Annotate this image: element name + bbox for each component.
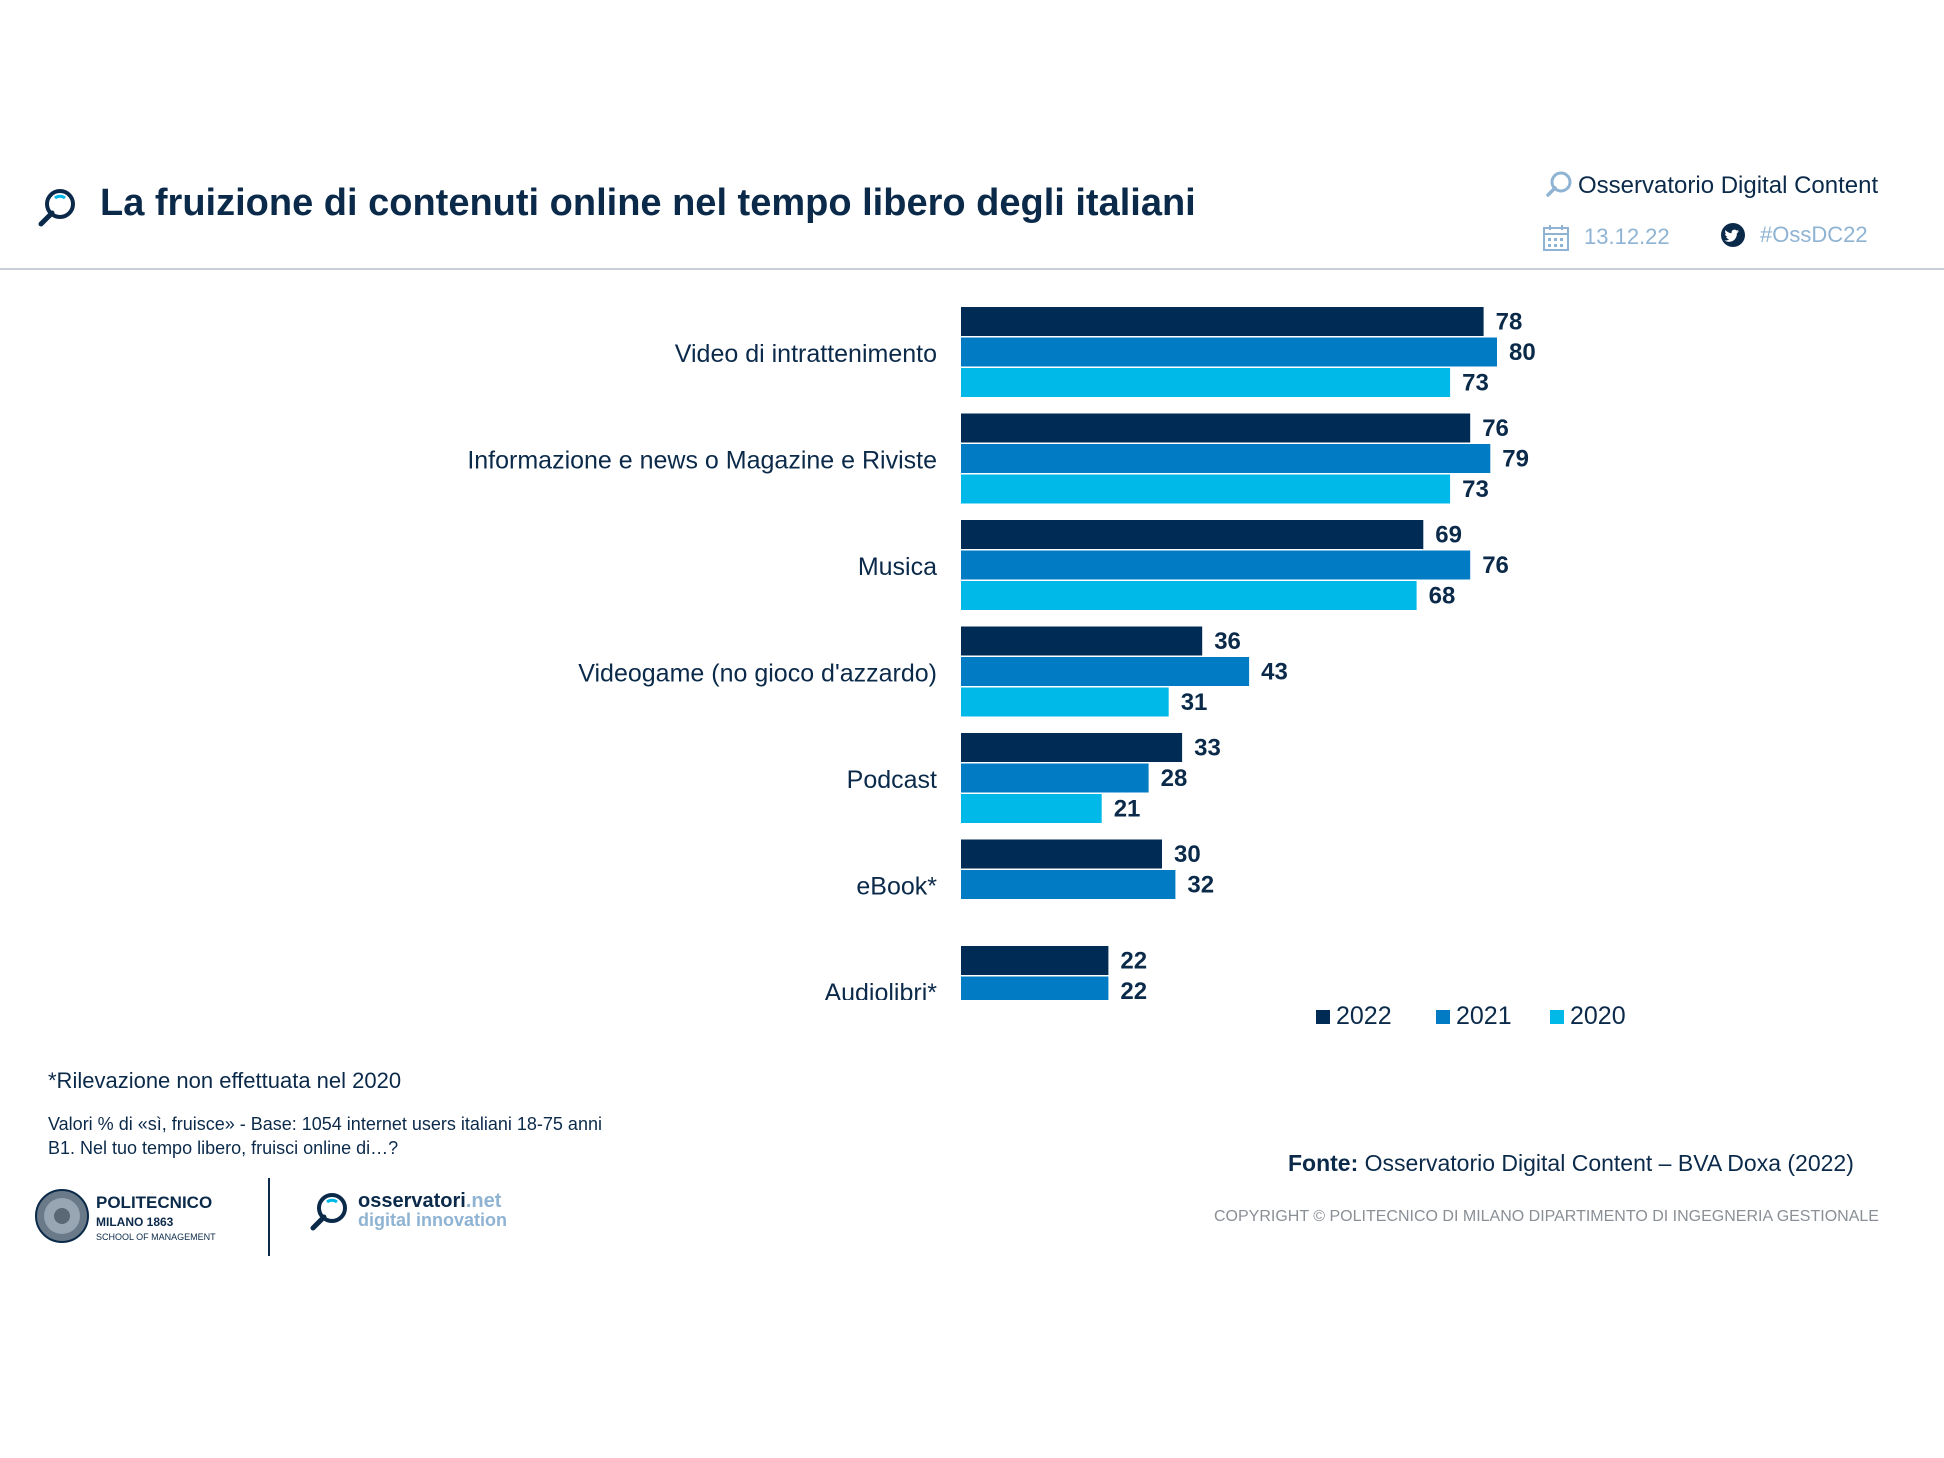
data-label: 33 xyxy=(1194,735,1221,762)
politecnico-name: POLITECNICO xyxy=(96,1193,213,1212)
data-label: 21 xyxy=(1114,796,1141,823)
question-note: B1. Nel tuo tempo libero, fruisci online… xyxy=(48,1138,399,1158)
base-note: Valori % di «sì, fruisce» - Base: 1054 i… xyxy=(48,1114,602,1134)
bar-2021 xyxy=(961,763,1149,793)
bar-2021 xyxy=(961,550,1471,580)
calendar-icon xyxy=(1543,225,1569,251)
header-divider xyxy=(0,268,1944,270)
bar-2021 xyxy=(961,870,1176,899)
data-label: 30 xyxy=(1174,841,1201,868)
hashtag: #OssDC22 xyxy=(1760,222,1868,247)
source-text: Fonte: Osservatorio Digital Content – BV… xyxy=(1288,1150,1854,1177)
data-label: 78 xyxy=(1496,309,1523,336)
bar-2022 xyxy=(961,413,1471,443)
politecnico-seal-icon xyxy=(35,1189,89,1243)
logo-divider xyxy=(268,1178,270,1256)
source-value: Osservatorio Digital Content – BVA Doxa … xyxy=(1364,1150,1854,1176)
category-label: Informazione e news o Magazine e Riviste xyxy=(467,446,937,474)
data-label: 36 xyxy=(1214,628,1241,655)
legend-item-2022: 2022 xyxy=(1316,1002,1392,1031)
date-text: 13.12.22 xyxy=(1584,224,1670,249)
bar-2021 xyxy=(961,657,1250,686)
data-label: 22 xyxy=(1120,948,1147,975)
org-name: Osservatorio Digital Content xyxy=(1578,172,1879,199)
magnifier-icon xyxy=(310,1193,347,1231)
bar-2022 xyxy=(961,307,1484,336)
missing-data-note: *Rilevazione non effettuata nel 2020 xyxy=(48,1068,402,1093)
bar-2021 xyxy=(961,444,1491,473)
bar-2022 xyxy=(961,946,1109,975)
bar-2021 xyxy=(961,976,1109,1000)
bar-2021 xyxy=(961,337,1497,367)
osservatori-domain: .net xyxy=(465,1190,502,1212)
bar-chart: Video di intrattenimento 78 80 73 Informazio… xyxy=(467,307,1536,1000)
data-label: 69 xyxy=(1435,522,1462,549)
bar-2022 xyxy=(961,839,1162,869)
data-label: 22 xyxy=(1120,978,1147,1000)
magnifier-icon xyxy=(1546,171,1572,197)
copyright-text: COPYRIGHT © POLITECNICO DI MILANO DIPART… xyxy=(1214,1208,1879,1225)
data-label: 43 xyxy=(1261,659,1288,686)
bar-2020 xyxy=(961,368,1451,397)
legend-swatch xyxy=(1550,1009,1564,1024)
category-label: Podcast xyxy=(847,766,937,794)
page-title: La fruizione di contenuti online nel tem… xyxy=(100,182,1196,224)
legend-item-2020: 2020 xyxy=(1550,1002,1626,1031)
osservatori-logo-text: osservatori.net xyxy=(358,1190,501,1213)
bar-2022 xyxy=(961,733,1183,762)
bar-2022 xyxy=(961,520,1424,549)
category-label: Videogame (no gioco d'azzardo) xyxy=(578,659,937,687)
source-label: Fonte: xyxy=(1288,1150,1359,1176)
osservatori-name: osservatori xyxy=(358,1190,466,1212)
data-label: 32 xyxy=(1187,872,1214,899)
data-label: 80 xyxy=(1509,339,1536,366)
data-label: 28 xyxy=(1161,765,1188,792)
bar-2020 xyxy=(961,581,1417,610)
category-label: Musica xyxy=(858,553,937,581)
bar-2020 xyxy=(961,687,1169,717)
legend-item-2021: 2021 xyxy=(1436,1002,1512,1031)
bar-2020 xyxy=(961,474,1451,504)
data-label: 31 xyxy=(1181,689,1208,716)
category-label: Video di intrattenimento xyxy=(675,340,937,368)
bar-2020 xyxy=(961,794,1102,823)
data-label: 73 xyxy=(1462,476,1489,503)
legend-label: 2022 xyxy=(1336,1002,1392,1030)
politecnico-school: SCHOOL OF MANAGEMENT xyxy=(96,1232,216,1242)
data-label: 73 xyxy=(1462,370,1489,397)
twitter-icon xyxy=(1721,223,1745,247)
category-label: eBook* xyxy=(856,872,937,900)
legend-label: 2020 xyxy=(1570,1002,1626,1030)
data-label: 76 xyxy=(1482,552,1509,579)
politecnico-sub: MILANO 1863 xyxy=(96,1215,174,1229)
data-label: 79 xyxy=(1502,446,1529,473)
data-label: 68 xyxy=(1429,583,1456,610)
data-label: 76 xyxy=(1482,415,1509,442)
category-label: Audiolibri* xyxy=(824,979,937,1000)
legend-label: 2021 xyxy=(1456,1002,1512,1030)
legend-swatch xyxy=(1316,1009,1330,1024)
legend-swatch xyxy=(1436,1009,1450,1024)
bar-2022 xyxy=(961,626,1203,656)
osservatori-tagline: digital innovation xyxy=(358,1210,507,1230)
magnifier-icon xyxy=(38,189,75,227)
